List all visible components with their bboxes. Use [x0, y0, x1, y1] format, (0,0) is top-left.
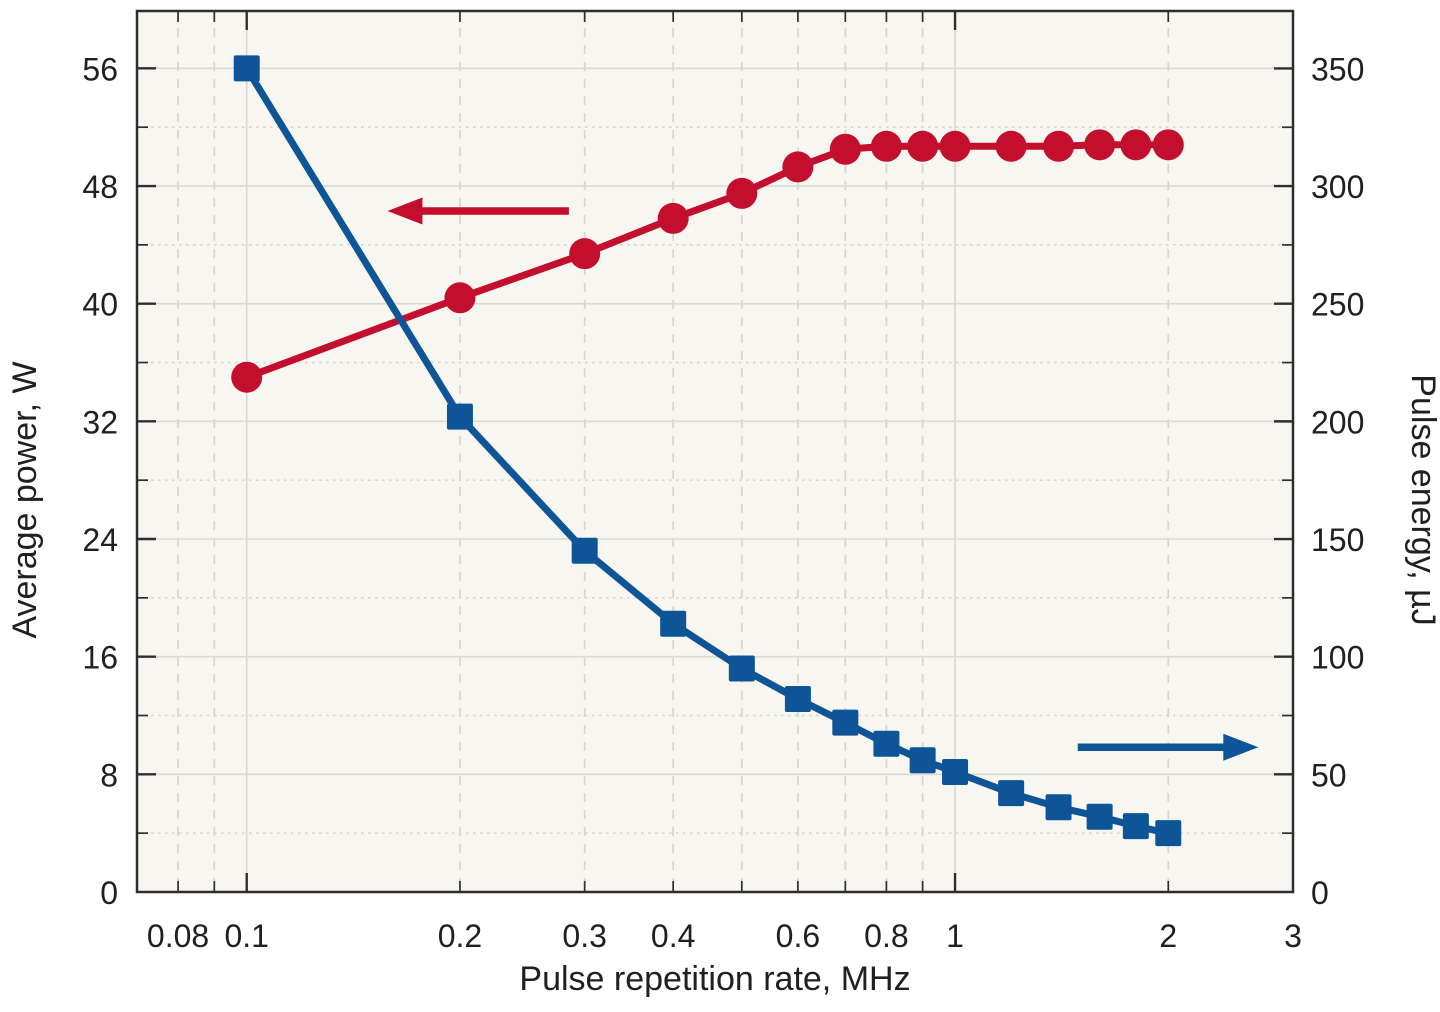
y-left-tick-label: 56 [82, 51, 118, 87]
y-axis-left-title: Average power, W [6, 361, 44, 638]
y-axis-right-title: Pulse energy, µJ [1404, 374, 1440, 625]
x-tick-label: 0.6 [776, 918, 820, 954]
x-tick-label: 1 [946, 918, 964, 954]
x-tick-label: 3 [1284, 918, 1302, 954]
pulse-energy-point [873, 730, 900, 757]
average-power-point [1084, 129, 1116, 161]
pulse-energy-point [1045, 794, 1072, 821]
x-tick-label: 2 [1159, 918, 1177, 954]
pulse-energy-point [909, 747, 936, 774]
pulse-energy-point [571, 537, 598, 564]
pulse-energy-point [728, 655, 755, 682]
left-axis-arrow-head [387, 197, 423, 225]
y-left-tick-label: 8 [100, 757, 118, 793]
pulse-energy-point [1122, 813, 1149, 840]
x-axis-title: Pulse repetition rate, MHz [519, 960, 910, 998]
pulse-energy-point [832, 709, 859, 736]
x-tick-label: 0.3 [562, 918, 606, 954]
average-power-point [444, 282, 476, 314]
average-power-point [231, 361, 263, 393]
average-power-point [1120, 129, 1152, 161]
y-right-tick-label: 350 [1311, 51, 1364, 87]
average-power-point [995, 130, 1027, 162]
plot-border [135, 9, 1295, 894]
right-axis-arrow-head [1223, 733, 1259, 761]
y-right-tick-label: 0 [1311, 875, 1329, 911]
y-right-tick-label: 250 [1311, 287, 1364, 323]
average-power-point [870, 130, 902, 162]
pulse-energy-point [1155, 820, 1182, 847]
average-power-point [1043, 130, 1075, 162]
pulse-energy-point [784, 686, 811, 713]
y-right-tick-label: 150 [1311, 522, 1364, 558]
pulse-energy-point [998, 780, 1025, 807]
y-right-tick-label: 200 [1311, 404, 1364, 440]
pulse-energy-point [660, 610, 687, 637]
average-power-point [1152, 129, 1184, 161]
y-left-tick-label: 16 [82, 640, 118, 676]
y-left-tick-label: 40 [82, 287, 118, 323]
chart-generated-content: 0.08 0.1 0.2 0.3 0.4 0.6 0.8 1 2 3081624324048560… [82, 9, 1364, 954]
average-power-point [829, 133, 861, 165]
pulse-energy-point [233, 55, 260, 82]
pulse-energy-point [1086, 803, 1113, 830]
pulse-energy-point [942, 758, 969, 785]
x-tick-label: 0.2 [438, 918, 482, 954]
y-right-tick-label: 300 [1311, 169, 1364, 205]
average-power-point [726, 177, 758, 209]
y-right-tick-label: 100 [1311, 640, 1364, 676]
y-left-tick-label: 24 [82, 522, 118, 558]
average-power-point [939, 130, 971, 162]
x-tick-label: 0.4 [651, 918, 695, 954]
y-left-tick-label: 48 [82, 169, 118, 205]
x-tick-label: 0.08 [147, 918, 209, 954]
average-power-point [657, 202, 689, 234]
x-tick-label: 0.1 [224, 918, 268, 954]
y-left-tick-label: 32 [82, 404, 118, 440]
x-tick-label: 0.8 [864, 918, 908, 954]
average-power-point [569, 238, 601, 270]
y-right-tick-label: 50 [1311, 757, 1347, 793]
y-left-tick-label: 0 [100, 875, 118, 911]
pulse-energy-point [446, 403, 473, 430]
average-power-point [782, 151, 814, 183]
average-power-point [907, 130, 939, 162]
